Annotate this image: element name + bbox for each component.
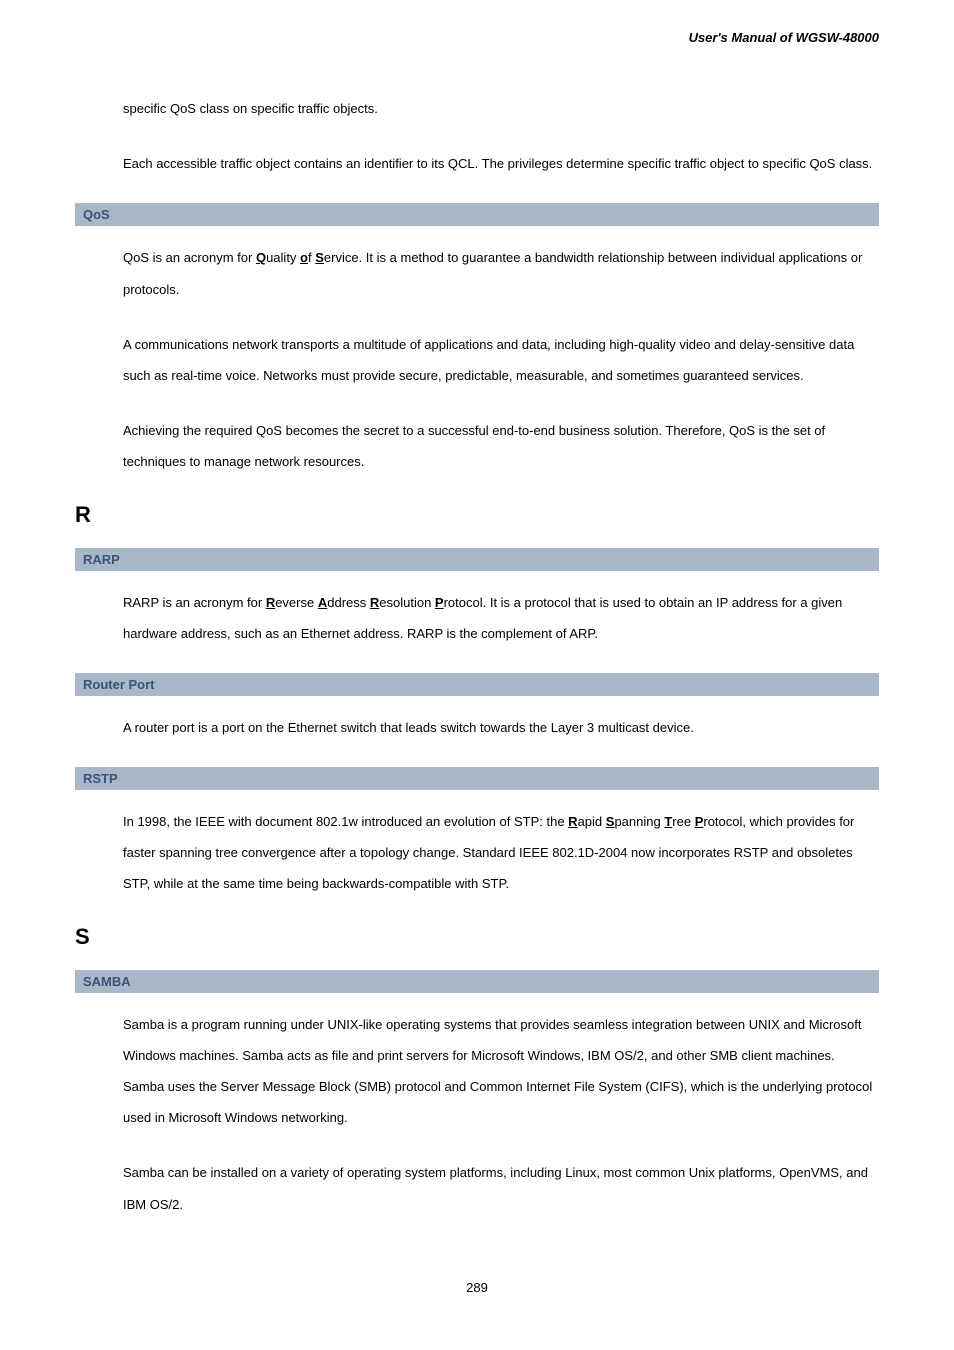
samba-paragraph-1: Samba is a program running under UNIX-li… bbox=[123, 1009, 879, 1134]
term-header-router-port: Router Port bbox=[75, 673, 879, 696]
qos-paragraph-1: QoS is an acronym for Quality of Service… bbox=[123, 242, 879, 304]
samba-paragraph-2: Samba can be installed on a variety of o… bbox=[123, 1157, 879, 1219]
text-span: ree bbox=[672, 814, 694, 829]
page-number: 289 bbox=[75, 1280, 879, 1295]
underline-r2: R bbox=[370, 595, 379, 610]
term-header-samba: SAMBA bbox=[75, 970, 879, 993]
text-span: panning bbox=[614, 814, 664, 829]
text-span: In 1998, the IEEE with document 802.1w i… bbox=[123, 814, 568, 829]
section-letter-s: S bbox=[75, 924, 879, 950]
qos-paragraph-2: A communications network transports a mu… bbox=[123, 329, 879, 391]
text-span: ddress bbox=[327, 595, 370, 610]
document-page: User's Manual of WGSW-48000 specific QoS… bbox=[0, 0, 954, 1335]
term-header-rstp: RSTP bbox=[75, 767, 879, 790]
routerport-paragraph-1: A router port is a port on the Ethernet … bbox=[123, 712, 879, 743]
term-header-qos: QoS bbox=[75, 203, 879, 226]
text-span: everse bbox=[275, 595, 318, 610]
qos-paragraph-3: Achieving the required QoS becomes the s… bbox=[123, 415, 879, 477]
underline-r: R bbox=[266, 595, 275, 610]
text-span: esolution bbox=[379, 595, 435, 610]
term-header-rarp: RARP bbox=[75, 548, 879, 571]
underline-r: R bbox=[568, 814, 577, 829]
underline-a: A bbox=[318, 595, 327, 610]
text-span: QoS is an acronym for bbox=[123, 250, 256, 265]
page-header: User's Manual of WGSW-48000 bbox=[75, 30, 879, 45]
underline-s: S bbox=[315, 250, 324, 265]
text-span: uality bbox=[266, 250, 300, 265]
rarp-paragraph-1: RARP is an acronym for Reverse Address R… bbox=[123, 587, 879, 649]
section-letter-r: R bbox=[75, 502, 879, 528]
underline-o: o bbox=[300, 250, 308, 265]
intro-paragraph-2: Each accessible traffic object contains … bbox=[123, 148, 879, 179]
underline-p: P bbox=[435, 595, 444, 610]
text-span: RARP is an acronym for bbox=[123, 595, 266, 610]
rstp-paragraph-1: In 1998, the IEEE with document 802.1w i… bbox=[123, 806, 879, 900]
intro-paragraph-1: specific QoS class on specific traffic o… bbox=[123, 93, 879, 124]
text-span: apid bbox=[578, 814, 606, 829]
underline-q: Q bbox=[256, 250, 266, 265]
